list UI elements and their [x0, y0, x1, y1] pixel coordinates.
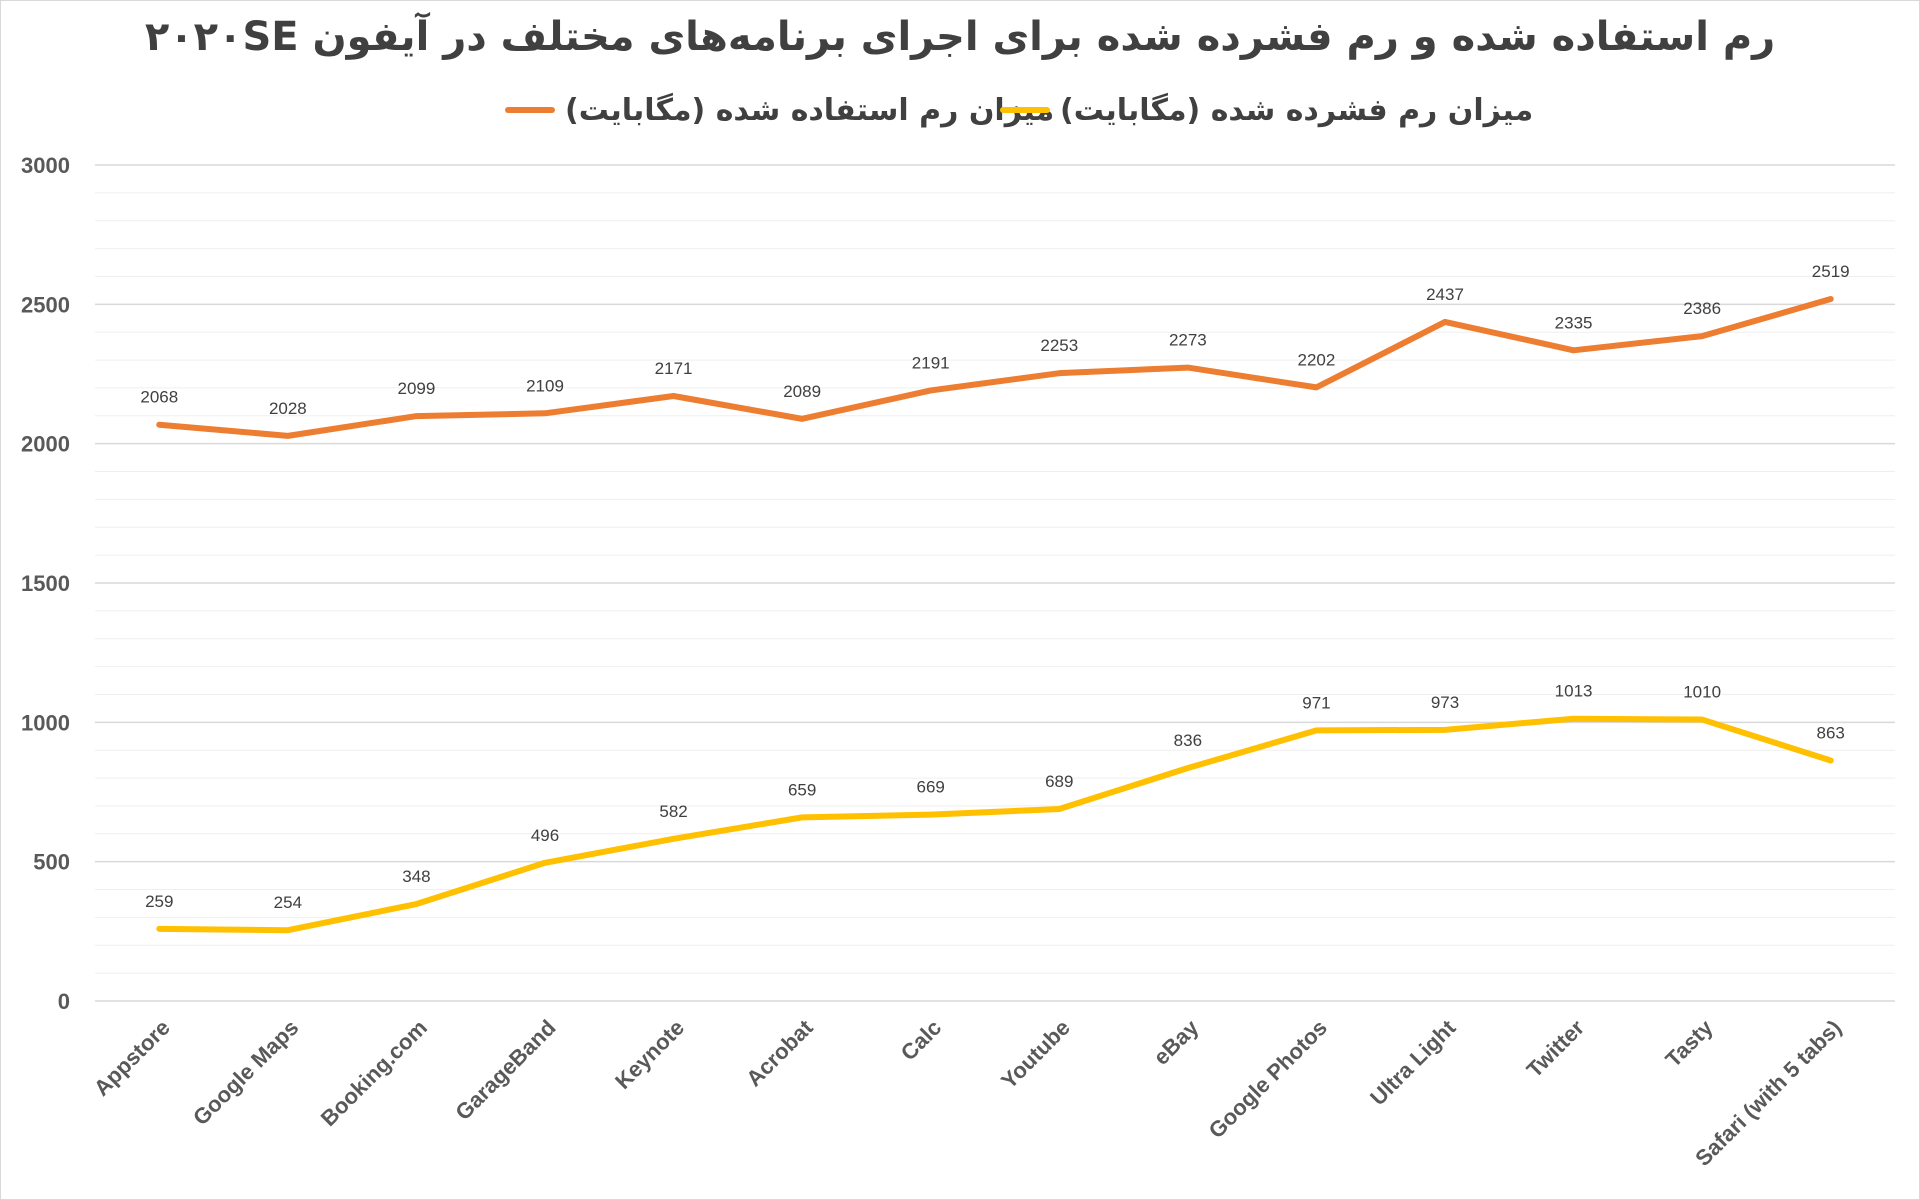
data-label: 2273 — [1169, 331, 1207, 350]
data-label: 2253 — [1040, 336, 1078, 355]
data-label: 254 — [274, 893, 302, 912]
data-label: 2089 — [783, 382, 821, 401]
x-tick-label: Ultra Light — [1365, 1014, 1461, 1110]
legend-swatch-used-ram — [505, 107, 555, 113]
x-tick-label: GarageBand — [450, 1015, 560, 1125]
data-label: 2099 — [398, 379, 436, 398]
x-tick-label: Google Maps — [188, 1015, 303, 1130]
data-label: 496 — [531, 826, 559, 845]
data-label: 2386 — [1683, 299, 1721, 318]
data-label: 348 — [402, 867, 430, 886]
series-line-compressed-ram — [156, 715, 1834, 934]
data-label: 836 — [1174, 731, 1202, 750]
y-tick-label: 2000 — [21, 432, 70, 457]
x-tick-label: Acrobat — [741, 1014, 818, 1091]
legend-label-used-ram: میزان رم استفاده شده (مگابایت) — [565, 92, 1055, 128]
data-label: 971 — [1302, 693, 1330, 712]
data-label: 2335 — [1555, 313, 1593, 332]
data-label: 669 — [917, 778, 945, 797]
y-tick-label: 1000 — [21, 710, 70, 735]
x-tick-label: Twitter — [1522, 1015, 1590, 1083]
y-tick-label: 1500 — [21, 571, 70, 596]
data-label: 863 — [1817, 724, 1845, 743]
y-tick-label: 500 — [33, 850, 70, 875]
legend-item-used-ram: میزان رم استفاده شده (مگابایت) — [505, 88, 1054, 132]
y-tick-label: 2500 — [21, 292, 70, 317]
x-tick-label: Youtube — [996, 1015, 1075, 1094]
data-label: 259 — [145, 892, 173, 911]
x-tick-label: Appstore — [89, 1015, 175, 1101]
chart-title: رم استفاده شده و رم فشرده شده برای اجرای… — [144, 14, 1776, 60]
legend-item-compressed-ram: میزان رم فشرده شده (مگابایت) — [1000, 88, 1533, 132]
x-tick-label: eBay — [1149, 1014, 1204, 1069]
y-tick-label: 3000 — [21, 153, 70, 178]
data-label: 2191 — [912, 353, 950, 372]
x-tick-label: Google Photos — [1204, 1015, 1332, 1143]
data-label: 659 — [788, 780, 816, 799]
series-line-used-ram — [156, 296, 1834, 439]
legend-swatch-compressed-ram — [1000, 107, 1050, 113]
x-tick-label: Keynote — [610, 1015, 689, 1094]
legend: میزان رم استفاده شده (مگابایت) میزان رم … — [0, 88, 1920, 132]
data-label: 973 — [1431, 693, 1459, 712]
data-label: 2519 — [1812, 262, 1850, 281]
data-label: 2202 — [1298, 350, 1336, 369]
data-label: 2068 — [140, 388, 178, 407]
data-label: 2171 — [655, 359, 693, 378]
data-label: 1010 — [1683, 683, 1721, 702]
x-tick-label: Safari (with 5 tabs) — [1690, 1015, 1846, 1171]
x-tick-label: Calc — [896, 1015, 947, 1066]
data-label: 2437 — [1426, 285, 1464, 304]
x-tick-label: Booking.com — [316, 1015, 432, 1131]
y-tick-label: 0 — [58, 989, 70, 1014]
data-label: 582 — [659, 802, 687, 821]
legend-label-compressed-ram: میزان رم فشرده شده (مگابایت) — [1060, 92, 1534, 128]
data-label: 2109 — [526, 376, 564, 395]
data-label: 689 — [1045, 772, 1073, 791]
data-label: 1013 — [1555, 682, 1593, 701]
x-tick-label: Tasty — [1661, 1014, 1719, 1072]
data-label: 2028 — [269, 399, 307, 418]
